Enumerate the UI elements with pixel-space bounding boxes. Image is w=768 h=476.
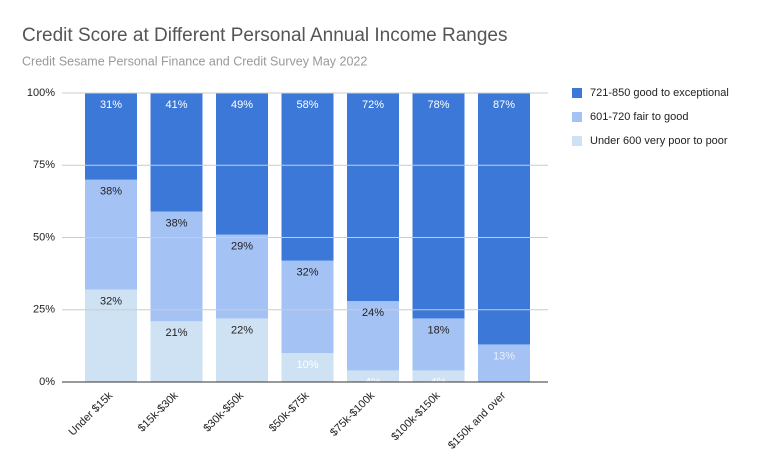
data-label: 22% (231, 324, 253, 336)
data-label: 38% (165, 217, 187, 229)
bar-segment (150, 93, 203, 212)
data-label: 29% (231, 241, 253, 253)
data-label: 0% (496, 388, 512, 400)
x-tick-label: $30k-$50k (201, 389, 246, 434)
data-label: 41% (165, 99, 187, 111)
bar-segment (85, 289, 137, 382)
legend-swatch (572, 88, 582, 98)
bar-segment (347, 301, 399, 371)
y-tick-label: 100% (27, 87, 55, 99)
data-label: 32% (296, 267, 318, 279)
bar-segment (281, 260, 334, 354)
x-tick-label: $15k-$30k (136, 389, 181, 434)
legend-swatch (572, 112, 582, 122)
legend-label: Under 600 very poor to poor (590, 135, 728, 147)
bar-segment (216, 93, 268, 235)
bar-segment (216, 318, 268, 382)
bar-segment (216, 234, 268, 319)
bar-segment (412, 370, 465, 382)
plot-area (85, 93, 530, 382)
data-label: 10% (296, 359, 318, 371)
chart-subtitle: Credit Sesame Personal Finance and Credi… (22, 54, 367, 68)
bar-segment (478, 93, 530, 345)
legend-label: 721-850 good to exceptional (590, 87, 729, 99)
x-tick-label: $100k-$150k (389, 389, 443, 443)
y-tick-label: 50% (33, 231, 55, 243)
data-label: 24% (362, 307, 384, 319)
x-tick-label: Under $15k (66, 389, 115, 438)
data-label: 78% (427, 99, 449, 111)
y-tick-label: 75% (33, 159, 55, 171)
bar-segment (347, 370, 399, 382)
data-label: 21% (165, 327, 187, 339)
data-label: 72% (362, 99, 384, 111)
bar-segment (85, 179, 137, 290)
data-label: 13% (493, 350, 515, 362)
bar-segment (478, 344, 530, 382)
data-label: 87% (493, 99, 515, 111)
legend-label: 601-720 fair to good (590, 111, 688, 123)
bar-segment (281, 93, 334, 261)
bar-segment (412, 318, 465, 371)
data-label: 58% (296, 99, 318, 111)
data-label: 32% (100, 295, 122, 307)
bar-segment (347, 93, 399, 302)
legend-swatch (572, 136, 582, 146)
y-tick-label: 0% (39, 376, 55, 388)
x-tick-label: $75k-$100k (328, 389, 377, 438)
data-label: 18% (427, 324, 449, 336)
data-label: 38% (100, 186, 122, 198)
bar-segment (281, 353, 334, 382)
bar-segment (150, 321, 203, 382)
x-tick-label: $50k-$75k (267, 389, 312, 434)
bar-segment (412, 93, 465, 319)
data-label: 49% (231, 99, 253, 111)
chart-title: Credit Score at Different Personal Annua… (22, 25, 507, 46)
bar-segment (150, 211, 203, 322)
data-label: 31% (100, 99, 122, 111)
x-tick-label: $150k and over (446, 389, 508, 451)
y-tick-label: 25% (33, 304, 55, 316)
